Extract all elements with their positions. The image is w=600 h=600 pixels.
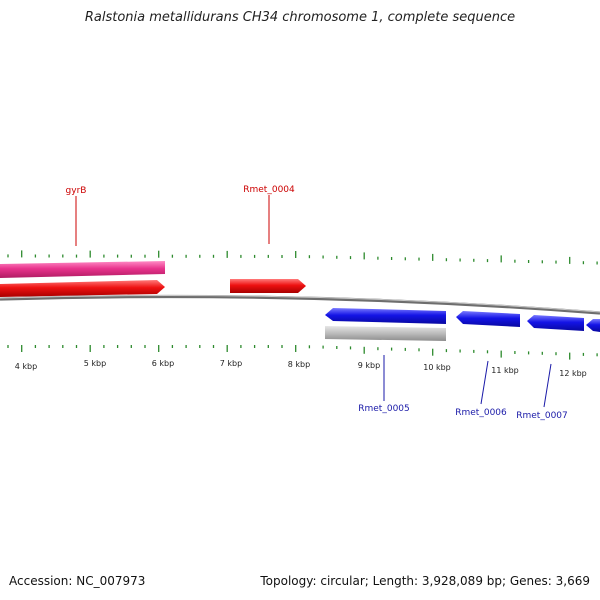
scale-label-6kbp: 6 kbp	[152, 359, 174, 368]
scale-label-7kbp: 7 kbp	[220, 359, 242, 368]
scale-label-10kbp: 10 kbp	[423, 363, 451, 372]
outer-scale-ticks	[7, 250, 598, 265]
accession-text: Accession: NC_007973	[9, 574, 146, 588]
Rmet_0007-feature[interactable]	[527, 315, 584, 331]
scale-label-5kbp: 5 kbp	[84, 359, 106, 368]
Rmet_0008-feature[interactable]	[586, 319, 600, 332]
scale-label-12kbp: 12 kbp	[559, 369, 587, 378]
scale-label-9kbp: 9 kbp	[358, 361, 380, 370]
map-title: Ralstonia metallidurans CH34 chromosome …	[84, 10, 516, 25]
gyrB-outer-feature[interactable]	[0, 261, 165, 278]
Rmet_0006-label[interactable]: Rmet_0006	[455, 408, 507, 418]
Rmet_0007-label[interactable]: Rmet_0007	[516, 411, 568, 421]
scale-label-8kbp: 8 kbp	[288, 360, 310, 369]
scale-label-4kbp: 4 kbp	[15, 362, 37, 371]
Rmet_0005-feature[interactable]	[325, 308, 446, 324]
Rmet_0004-label[interactable]: Rmet_0004	[243, 185, 295, 195]
Rmet_0006-leader-line	[480, 360, 489, 405]
gyrB-inner-feature[interactable]	[0, 280, 165, 297]
Rmet_0005-outer-feature[interactable]	[325, 326, 446, 341]
Rmet_0004-feature[interactable]	[230, 279, 306, 293]
chromosome-backbone	[0, 294, 600, 315]
Rmet_0007-leader-line	[543, 363, 552, 408]
Rmet_0006-feature[interactable]	[456, 311, 520, 327]
scale-label-11kbp: 11 kbp	[491, 366, 519, 375]
Rmet_0005-label[interactable]: Rmet_0005	[358, 404, 410, 414]
inner-scale-ticks	[7, 345, 598, 360]
topology-summary-text: Topology: circular; Length: 3,928,089 bp…	[260, 574, 590, 588]
chromosome-backbone-highlight	[0, 294, 600, 313]
gyrB-label[interactable]: gyrB	[66, 186, 87, 196]
